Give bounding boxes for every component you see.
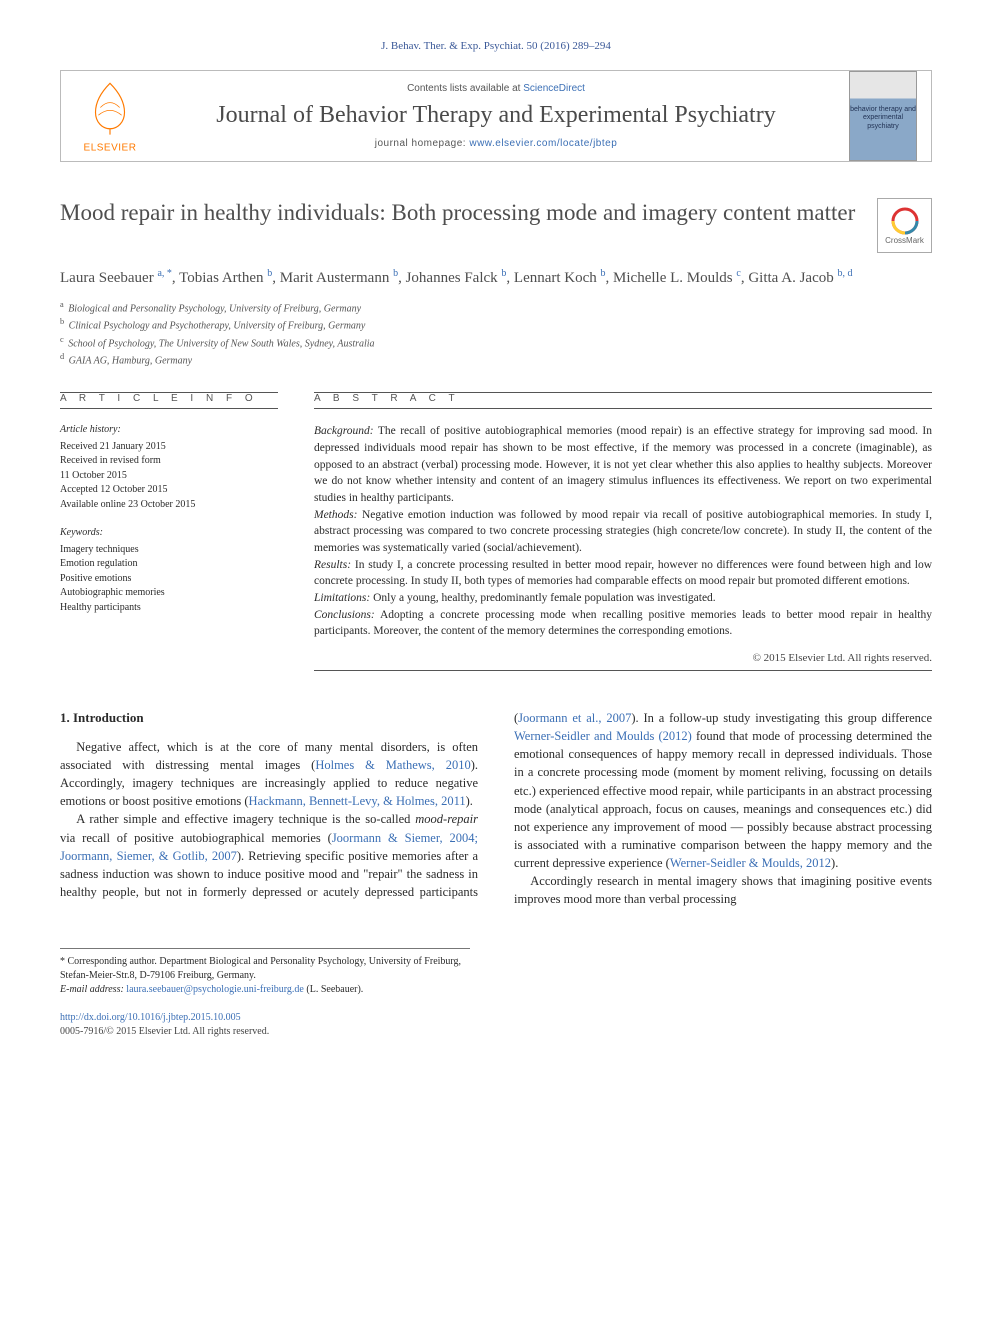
history-line: Accepted 12 October 2015 bbox=[60, 483, 278, 498]
affiliation-row: b Clinical Psychology and Psychotherapy,… bbox=[60, 316, 932, 333]
text-run: found that mode of processing determined… bbox=[514, 729, 932, 870]
history-line: 11 October 2015 bbox=[60, 469, 278, 484]
article-info-label: A R T I C L E I N F O bbox=[60, 393, 278, 404]
copyright-line: © 2015 Elsevier Ltd. All rights reserved… bbox=[314, 652, 932, 664]
limitations-label: Limitations: bbox=[314, 592, 370, 604]
limitations-text: Only a young, healthy, predominantly fem… bbox=[373, 592, 716, 604]
crossmark-badge[interactable]: CrossMark bbox=[877, 198, 932, 253]
italic-term: mood-repair bbox=[415, 812, 478, 826]
affiliation-row: a Biological and Personality Psychology,… bbox=[60, 299, 932, 316]
results-text: In study I, a concrete processing result… bbox=[314, 559, 932, 588]
sciencedirect-link[interactable]: ScienceDirect bbox=[523, 83, 585, 94]
author-aff-sup: a, * bbox=[157, 268, 171, 279]
citation-link[interactable]: Werner-Seidler & Moulds, 2012 bbox=[670, 856, 831, 870]
author-name: Tobias Arthen bbox=[179, 270, 263, 286]
doi-link[interactable]: http://dx.doi.org/10.1016/j.jbtep.2015.1… bbox=[60, 1012, 241, 1023]
citation-link[interactable]: Werner-Seidler and Moulds (2012) bbox=[514, 729, 692, 743]
contents-line-pre: Contents lists available at bbox=[407, 83, 523, 94]
author-name: Lennart Koch bbox=[514, 270, 597, 286]
contents-line: Contents lists available at ScienceDirec… bbox=[171, 83, 821, 94]
corresponding-author: * Corresponding author. Department Biolo… bbox=[60, 955, 470, 983]
conclusions-text: Adopting a concrete processing mode when… bbox=[314, 609, 932, 638]
text-run: via recall of positive autobiographical … bbox=[60, 831, 332, 845]
author-name: Michelle L. Moulds bbox=[613, 270, 733, 286]
text-run: Accordingly research in mental imagery s… bbox=[514, 874, 932, 906]
abstract-label: A B S T R A C T bbox=[314, 393, 932, 404]
methods-text: Negative emotion induction was followed … bbox=[314, 509, 932, 554]
email-link[interactable]: laura.seebauer@psychologie.uni-freiburg.… bbox=[126, 984, 304, 995]
affiliations-block: a Biological and Personality Psychology,… bbox=[60, 299, 932, 368]
elsevier-logo[interactable]: ELSEVIER bbox=[75, 79, 145, 154]
body-columns: 1. Introduction Negative affect, which i… bbox=[60, 709, 932, 908]
journal-reference: J. Behav. Ther. & Exp. Psychiat. 50 (201… bbox=[60, 40, 932, 52]
author-aff-sup: b bbox=[393, 268, 398, 279]
keywords-label: Keywords: bbox=[60, 526, 278, 541]
elsevier-label: ELSEVIER bbox=[75, 143, 145, 154]
homepage-link[interactable]: www.elsevier.com/locate/jbtep bbox=[469, 138, 617, 149]
abstract-column: A B S T R A C T Background: The recall o… bbox=[314, 392, 932, 671]
text-run: ). bbox=[466, 794, 473, 808]
text-run: ). bbox=[831, 856, 838, 870]
conclusions-label: Conclusions: bbox=[314, 609, 375, 621]
footnote-block: * Corresponding author. Department Biolo… bbox=[60, 948, 470, 1039]
journal-name: Journal of Behavior Therapy and Experime… bbox=[171, 100, 821, 130]
author-aff-sup: b bbox=[501, 268, 506, 279]
citation-link[interactable]: Holmes & Mathews, 2010 bbox=[315, 758, 470, 772]
journal-cover-thumbnail[interactable]: behavior therapy and experimental psychi… bbox=[849, 71, 917, 161]
keyword-item: Positive emotions bbox=[60, 572, 278, 587]
email-label: E-mail address: bbox=[60, 984, 124, 995]
intro-para-1: Negative affect, which is at the core of… bbox=[60, 738, 478, 811]
methods-label: Methods: bbox=[314, 509, 357, 521]
keyword-item: Imagery techniques bbox=[60, 543, 278, 558]
history-line: Received in revised form bbox=[60, 454, 278, 469]
bg-label: Background: bbox=[314, 425, 374, 437]
crossmark-label: CrossMark bbox=[885, 236, 924, 245]
author-aff-sup: b bbox=[601, 268, 606, 279]
abstract-body: Background: The recall of positive autob… bbox=[314, 423, 932, 640]
history-line: Available online 23 October 2015 bbox=[60, 498, 278, 513]
elsevier-tree-icon bbox=[81, 79, 139, 137]
author-name: Laura Seebauer bbox=[60, 270, 154, 286]
intro-para-3: Accordingly research in mental imagery s… bbox=[514, 872, 932, 908]
issn-line: 0005-7916/© 2015 Elsevier Ltd. All right… bbox=[60, 1026, 269, 1037]
author-aff-sup: b, d bbox=[837, 268, 852, 279]
text-run: ). In a follow-up study investigating th… bbox=[631, 711, 932, 725]
authors-line: Laura Seebauer a, *, Tobias Arthen b, Ma… bbox=[60, 267, 932, 289]
article-info-column: A R T I C L E I N F O Article history: R… bbox=[60, 392, 278, 671]
keywords-block: Keywords: Imagery techniquesEmotion regu… bbox=[60, 526, 278, 615]
bg-text: The recall of positive autobiographical … bbox=[314, 425, 932, 504]
history-label: Article history: bbox=[60, 423, 278, 438]
affiliation-row: d GAIA AG, Hamburg, Germany bbox=[60, 351, 932, 368]
keyword-item: Emotion regulation bbox=[60, 557, 278, 572]
results-label: Results: bbox=[314, 559, 351, 571]
author-name: Johannes Falck bbox=[406, 270, 498, 286]
email-who: (L. Seebauer). bbox=[306, 984, 363, 995]
crossmark-icon bbox=[890, 206, 920, 236]
journal-header-box: ELSEVIER Contents lists available at Sci… bbox=[60, 70, 932, 162]
article-history-block: Article history: Received 21 January 201… bbox=[60, 423, 278, 512]
citation-link[interactable]: Joormann et al., 2007 bbox=[518, 711, 631, 725]
affiliation-row: c School of Psychology, The University o… bbox=[60, 334, 932, 351]
keyword-item: Autobiographic memories bbox=[60, 586, 278, 601]
author-aff-sup: b bbox=[267, 268, 272, 279]
doi-block: http://dx.doi.org/10.1016/j.jbtep.2015.1… bbox=[60, 1011, 470, 1039]
author-name: Marit Austermann bbox=[280, 270, 390, 286]
homepage-pre: journal homepage: bbox=[375, 138, 470, 149]
homepage-line: journal homepage: www.elsevier.com/locat… bbox=[171, 138, 821, 149]
history-line: Received 21 January 2015 bbox=[60, 440, 278, 455]
article-title: Mood repair in healthy individuals: Both… bbox=[60, 198, 859, 228]
intro-heading: 1. Introduction bbox=[60, 709, 478, 728]
keyword-item: Healthy participants bbox=[60, 601, 278, 616]
text-run: A rather simple and effective imagery te… bbox=[76, 812, 415, 826]
author-name: Gitta A. Jacob bbox=[748, 270, 833, 286]
citation-link[interactable]: Hackmann, Bennett-Levy, & Holmes, 2011 bbox=[249, 794, 466, 808]
author-aff-sup: c bbox=[736, 268, 740, 279]
